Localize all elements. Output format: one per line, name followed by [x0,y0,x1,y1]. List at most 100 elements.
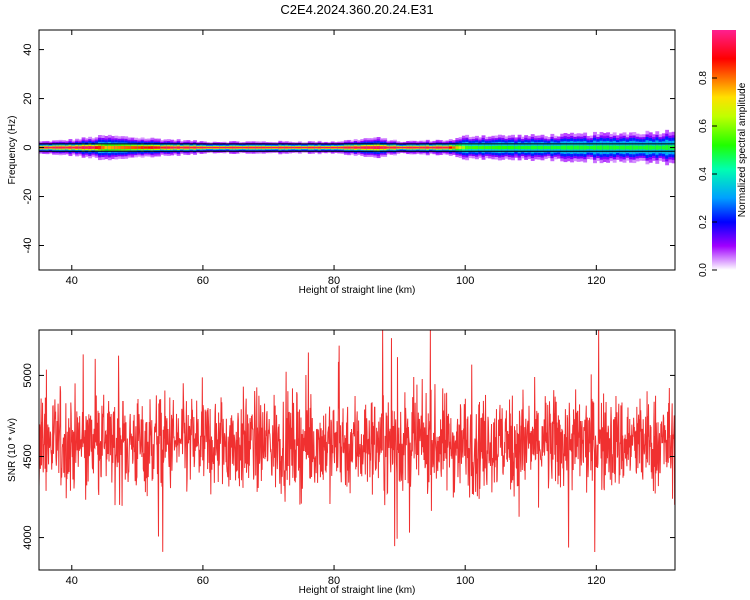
spectral-cell [363,146,368,149]
spectral-cell [632,145,637,150]
spectral-cell [202,146,207,149]
spectral-cell [94,146,99,149]
spectral-cell [665,145,670,150]
spectral-cell [245,146,250,149]
y-tick-label: 40 [22,43,34,55]
spectral-cell [225,146,230,149]
colorbar-label: Normalized spectral amplitude [737,82,748,217]
spectral-cell [543,145,548,150]
spectral-cell [304,146,309,149]
snr-series-line [39,330,675,552]
spectral-cell [645,145,650,150]
spectral-cell [517,145,522,150]
x-tick-label: 80 [328,275,340,287]
spectral-cell [432,146,437,149]
spectral-cell [232,146,237,149]
snr-xlabel: Height of straight line (km) [299,585,416,596]
spectral-cell [560,145,565,150]
y-tick-label: -40 [22,238,34,254]
spectral-cell [583,145,588,150]
x-tick-label: 60 [197,275,209,287]
spectral-cell [527,145,532,150]
spectral-cell [275,146,279,149]
spectral-cell [353,146,358,149]
spectral-cell [252,146,256,149]
x-tick-label: 80 [328,575,340,587]
spectral-cell [311,146,315,149]
spectral-cell [445,146,450,149]
spectrogram-xlabel: Height of straight line (km) [299,285,416,296]
spectral-cell [452,146,456,149]
spectral-cell [602,145,607,150]
spectral-cell [242,146,247,149]
spectral-cell [419,146,424,149]
spectral-cell [216,146,220,149]
spectral-cell [658,145,663,150]
spectral-cell [88,146,93,150]
spectral-cell [294,146,299,149]
spectral-cell [150,146,155,149]
spectral-cell [399,146,404,149]
spectral-cell [599,145,604,150]
x-tick-label: 60 [197,575,209,587]
spectral-cell [307,146,312,149]
spectral-cell [317,146,322,149]
spectral-cell [455,146,460,149]
x-tick-label: 120 [587,575,605,587]
spectral-cell [458,146,463,149]
spectral-cell [596,145,601,150]
spectral-cell [143,146,148,149]
spectral-cell [471,146,476,150]
spectral-cell [173,146,178,149]
spectral-cell [425,146,430,149]
spectral-cell [501,145,506,150]
spectral-cell [606,145,611,150]
colorbar-tick-label: 0.0 [698,263,709,277]
spectral-cell [586,145,591,150]
spectral-cell [42,146,47,149]
spectral-band [39,129,675,166]
spectral-cell [478,146,483,149]
snr-ticks: 40 60 80 100 120 4000 4500 5000 [22,330,675,587]
y-tick-label: 5000 [22,363,34,387]
spectral-cell [314,146,319,149]
snr-ylabel: SNR (10 * v/v) [7,418,18,482]
spectral-cell [258,146,263,149]
spectral-cell [488,146,493,150]
y-tick-label: 20 [22,92,34,104]
spectral-cell [376,146,381,149]
spectral-cell [222,146,227,149]
x-tick-label: 40 [66,275,78,287]
spectral-cell [71,146,76,149]
spectral-cell [491,145,496,150]
spectral-cell [530,145,535,150]
spectral-cell [157,146,161,149]
spectral-cell [134,146,138,149]
spectral-cell [429,146,433,149]
spectral-cell [563,145,568,150]
spectral-cell [350,146,355,149]
spectral-cell [107,145,112,150]
spectral-cell [537,145,542,150]
spectral-cell [622,145,627,150]
spectral-cell [357,146,361,149]
spectral-cell [288,146,293,149]
spectral-cell [416,146,420,149]
spectral-cell [278,146,283,149]
spectral-cell [153,146,158,149]
spectral-cell [61,146,66,149]
figure-title: C2E4.2024.360.20.24.E31 [280,2,433,17]
reference-lines [39,143,675,152]
spectral-cell [625,145,630,150]
spectral-cell [170,146,175,149]
spectral-cell [612,145,617,150]
spectral-cell [78,146,83,149]
x-tick-label: 120 [587,275,605,287]
spectral-cell [124,146,129,150]
colorbar-tick-label: 0.2 [698,215,709,229]
spectral-cell [196,146,201,149]
spectral-cell [330,146,335,149]
spectral-cell [265,146,270,149]
spectral-cell [189,146,194,149]
spectral-cell [340,146,345,149]
